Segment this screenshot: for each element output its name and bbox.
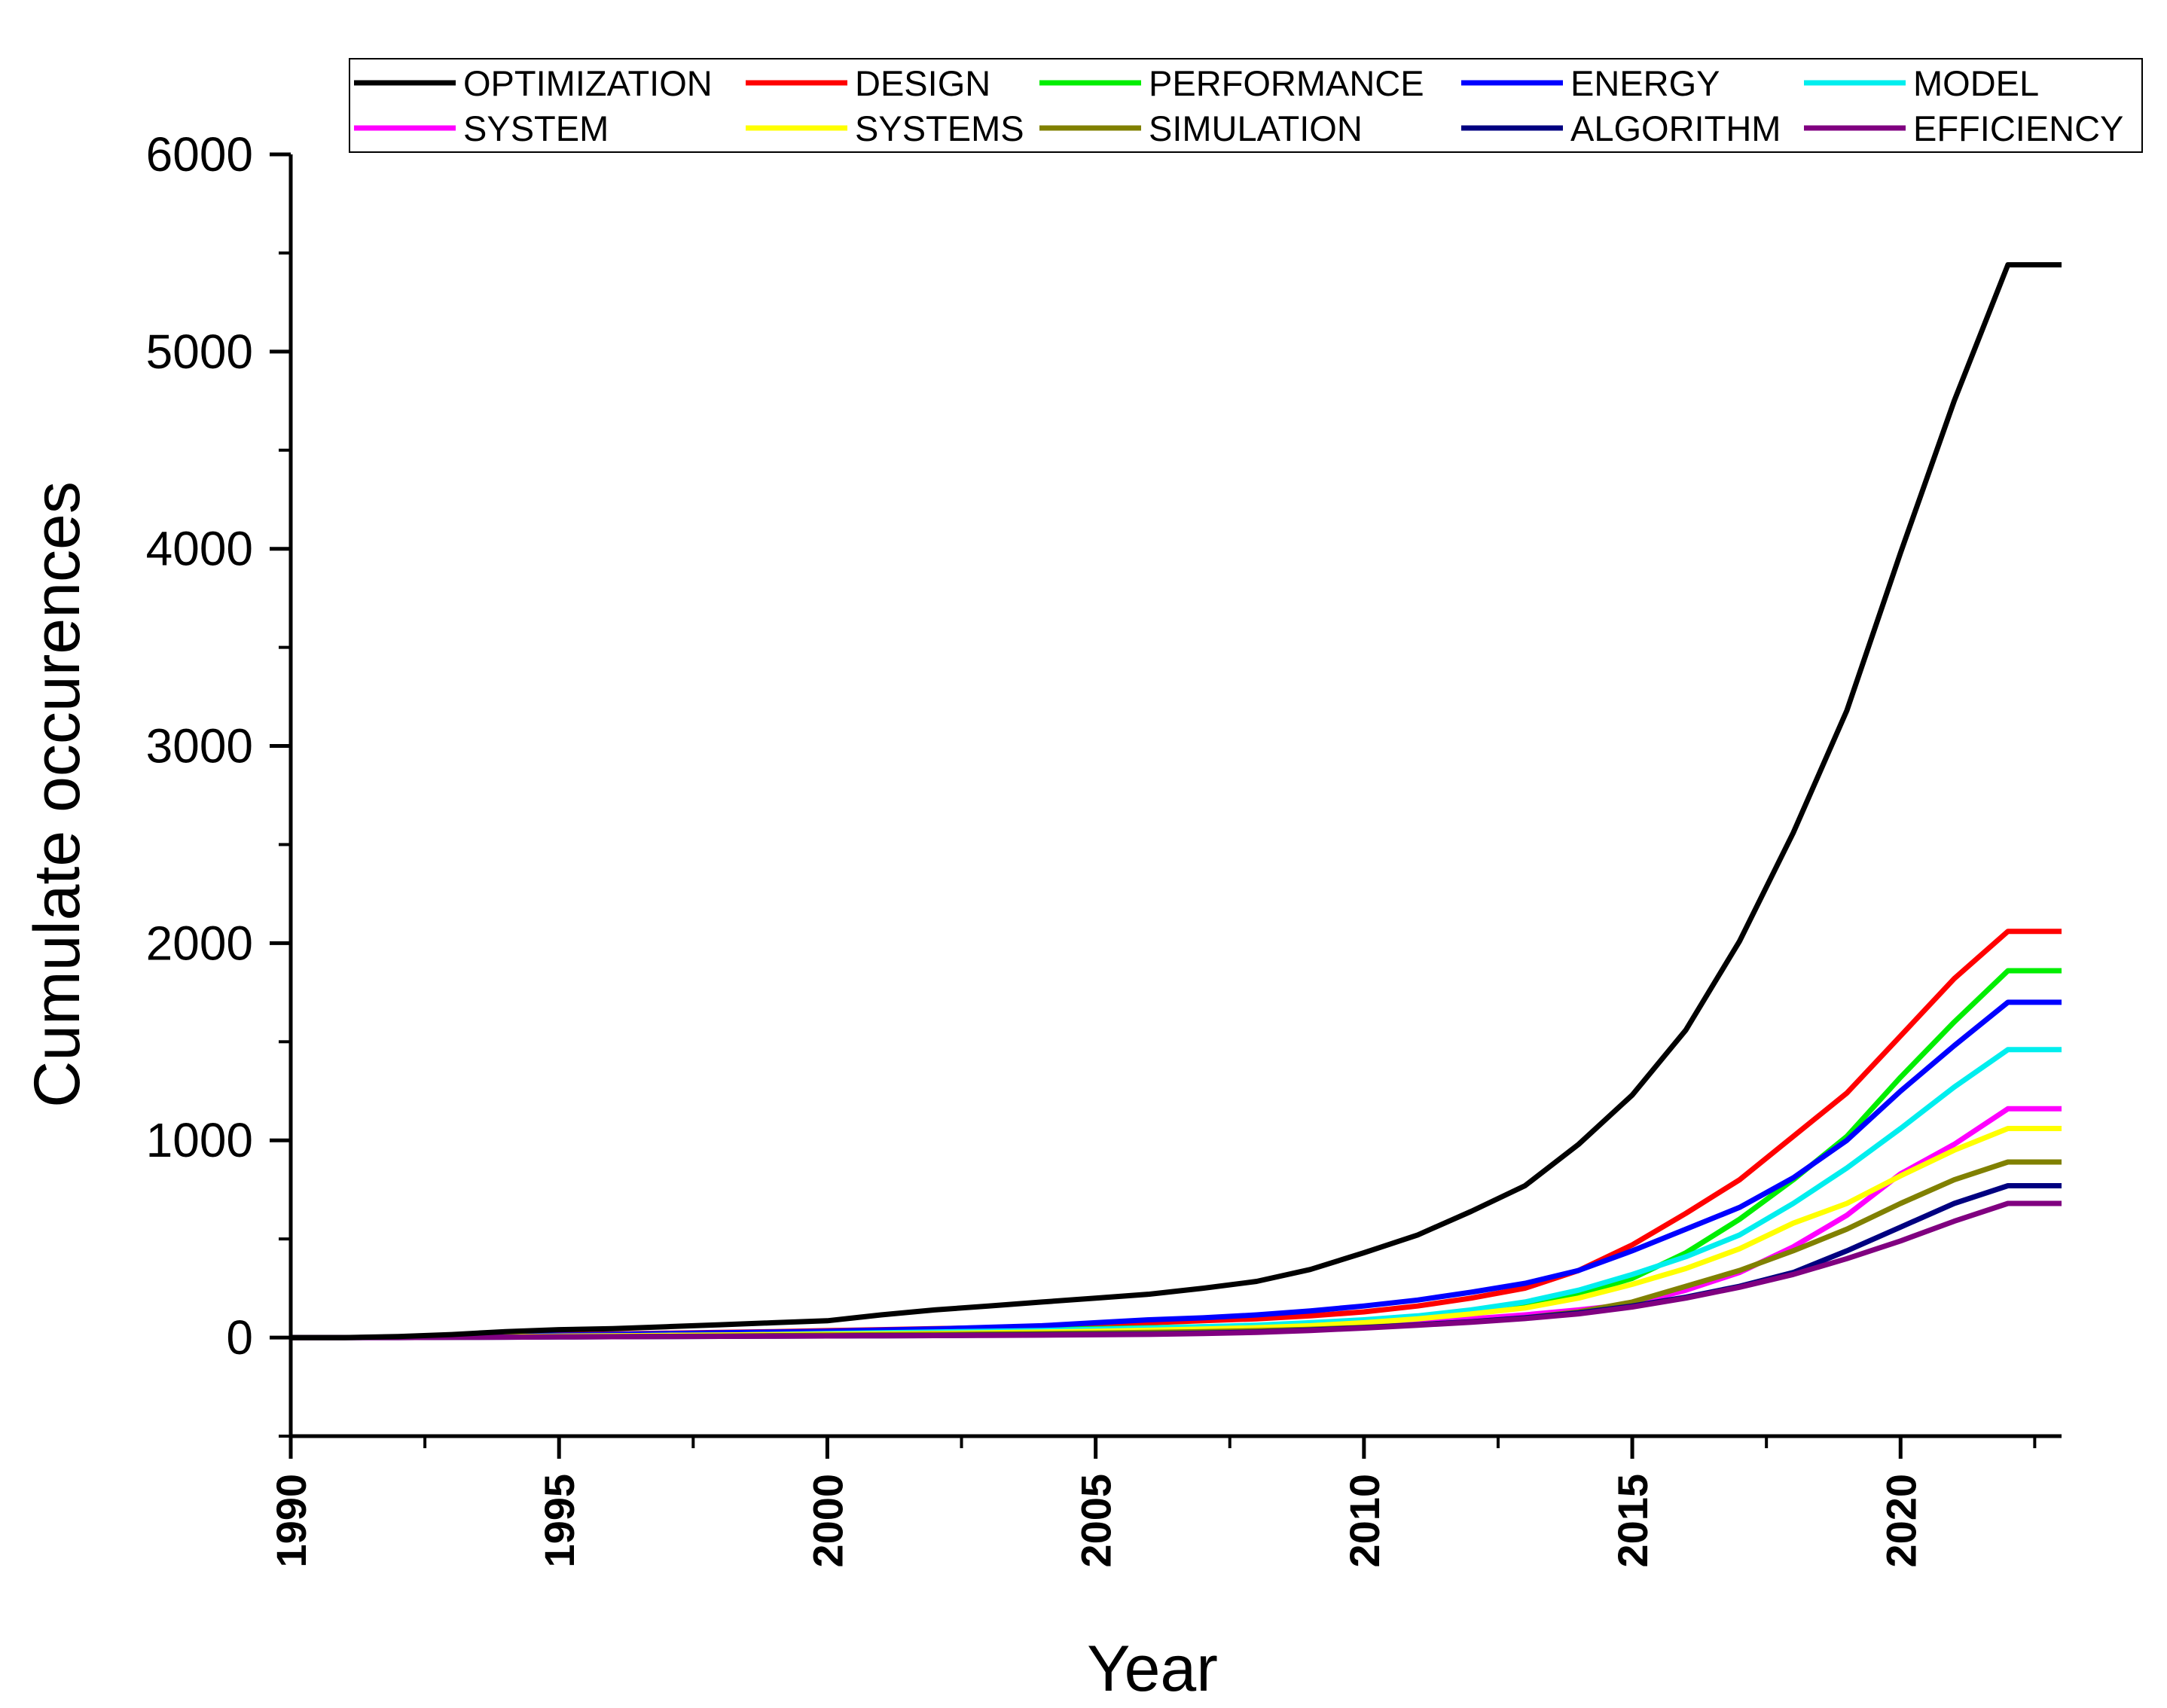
legend-label-efficiency: EFFICIENCY: [1913, 108, 2123, 148]
x-tick-label: 1990: [267, 1474, 315, 1568]
legend-label-optimization: OPTIMIZATION: [463, 63, 713, 103]
series-line-optimization: [291, 262, 2062, 1340]
y-tick-label: 2000: [146, 916, 253, 970]
legend-label-model: MODEL: [1913, 63, 2039, 103]
y-tick-label: 6000: [146, 127, 253, 181]
legend: OPTIMIZATION DESIGN PERFORMANCE ENERGY MODEL…: [349, 58, 2143, 153]
y-axis-title: Cumulate occurences: [21, 481, 93, 1108]
legend-label-performance: PERFORMANCE: [1149, 63, 1424, 103]
x-ticks: 1990 1995 2000 2005 2010 2015 2020: [267, 1436, 2037, 1568]
legend-label-algorithm: ALGORITHM: [1570, 108, 1781, 148]
legend-label-simulation: SIMULATION: [1149, 108, 1363, 148]
series-line-design: [291, 929, 2062, 1340]
y-ticks: 0 1000 2000 3000 4000 5000 6000: [146, 127, 291, 1438]
series-line-simulation: [291, 1159, 2062, 1340]
legend-box: [349, 58, 2143, 153]
series-line-systems: [291, 1126, 2062, 1340]
x-tick-label: 2020: [1877, 1474, 1924, 1568]
y-tick-label: 1000: [146, 1113, 253, 1167]
series-line-model: [291, 1047, 2062, 1340]
x-tick-label: 2005: [1073, 1474, 1120, 1568]
x-tick-label: 2000: [804, 1474, 851, 1568]
y-tick-label: 3000: [146, 719, 253, 773]
y-tick-label: 5000: [146, 325, 253, 379]
legend-label-systems: SYSTEMS: [855, 108, 1024, 148]
series-line-performance: [291, 968, 2062, 1340]
x-tick-label: 2010: [1341, 1474, 1388, 1568]
series-line-efficiency: [291, 1200, 2062, 1340]
legend-label-system: SYSTEM: [463, 108, 609, 148]
x-tick-label: 1995: [536, 1474, 583, 1568]
series-line-algorithm: [291, 1183, 2062, 1340]
y-tick-label: 4000: [146, 522, 253, 576]
series-line-energy: [291, 999, 2062, 1340]
legend-label-energy: ENERGY: [1570, 63, 1720, 103]
legend-label-design: DESIGN: [855, 63, 990, 103]
y-tick-label: 0: [226, 1310, 253, 1365]
x-tick-label: 2015: [1609, 1474, 1656, 1568]
x-axis-title: Year: [1087, 1633, 1218, 1705]
series-lines: [291, 262, 2062, 1340]
